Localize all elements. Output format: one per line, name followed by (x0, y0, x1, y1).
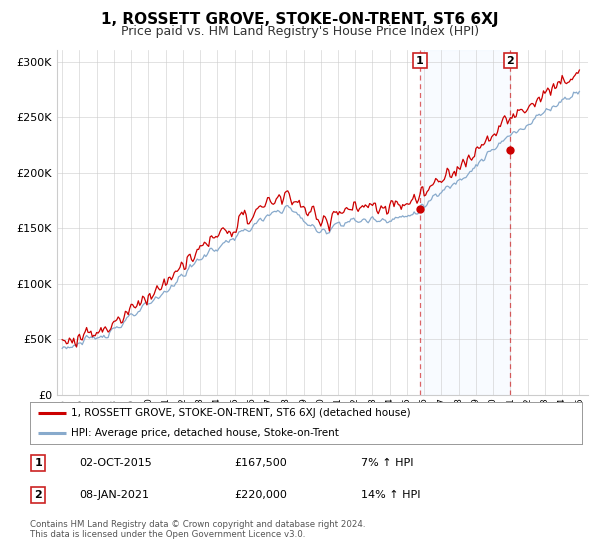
Text: £167,500: £167,500 (234, 458, 287, 468)
Text: 02-OCT-2015: 02-OCT-2015 (80, 458, 152, 468)
Text: 1: 1 (34, 458, 42, 468)
Text: HPI: Average price, detached house, Stoke-on-Trent: HPI: Average price, detached house, Stok… (71, 428, 339, 437)
Text: 08-JAN-2021: 08-JAN-2021 (80, 490, 149, 500)
Text: 7% ↑ HPI: 7% ↑ HPI (361, 458, 414, 468)
Bar (420, 50, 511, 395)
Text: Price paid vs. HM Land Registry's House Price Index (HPI): Price paid vs. HM Land Registry's House … (121, 25, 479, 38)
Text: 1: 1 (416, 55, 424, 66)
Text: £220,000: £220,000 (234, 490, 287, 500)
Text: Contains HM Land Registry data © Crown copyright and database right 2024.
This d: Contains HM Land Registry data © Crown c… (30, 520, 365, 539)
Text: 1, ROSSETT GROVE, STOKE-ON-TRENT, ST6 6XJ (detached house): 1, ROSSETT GROVE, STOKE-ON-TRENT, ST6 6X… (71, 408, 411, 418)
Text: 14% ↑ HPI: 14% ↑ HPI (361, 490, 421, 500)
Text: 2: 2 (506, 55, 514, 66)
Text: 1, ROSSETT GROVE, STOKE-ON-TRENT, ST6 6XJ: 1, ROSSETT GROVE, STOKE-ON-TRENT, ST6 6X… (101, 12, 499, 27)
Text: 2: 2 (34, 490, 42, 500)
